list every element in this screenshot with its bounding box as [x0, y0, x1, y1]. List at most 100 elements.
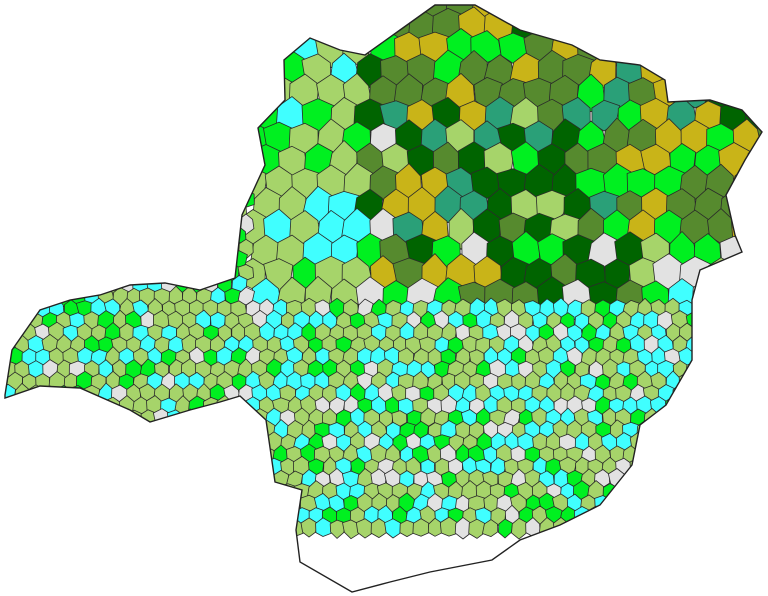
municipality[interactable]	[69, 261, 87, 284]
municipality[interactable]	[41, 67, 59, 88]
municipality[interactable]	[685, 361, 703, 381]
municipality[interactable]	[1, 457, 16, 477]
municipality[interactable]	[719, 54, 749, 87]
municipality[interactable]	[146, 519, 164, 539]
municipality[interactable]	[20, 56, 38, 76]
municipality[interactable]	[692, 444, 710, 467]
municipality[interactable]	[42, 480, 58, 501]
municipality[interactable]	[652, 517, 668, 539]
municipality[interactable]	[41, 287, 59, 308]
municipality[interactable]	[289, 0, 319, 19]
municipality[interactable]	[748, 348, 765, 367]
municipality[interactable]	[161, 419, 178, 440]
municipality[interactable]	[217, 126, 234, 149]
municipality[interactable]	[657, 481, 675, 501]
municipality[interactable]	[747, 397, 765, 416]
municipality[interactable]	[27, 68, 45, 88]
municipality[interactable]	[756, 122, 768, 158]
municipality[interactable]	[112, 42, 128, 64]
municipality[interactable]	[743, 431, 759, 454]
municipality[interactable]	[20, 200, 38, 222]
municipality[interactable]	[62, 32, 78, 51]
municipality[interactable]	[119, 32, 136, 50]
municipality[interactable]	[160, 518, 178, 539]
municipality[interactable]	[728, 505, 745, 525]
municipality[interactable]	[720, 492, 737, 514]
municipality[interactable]	[664, 420, 682, 442]
municipality[interactable]	[97, 238, 115, 260]
municipality[interactable]	[713, 480, 731, 503]
municipality[interactable]	[272, 495, 289, 513]
municipality[interactable]	[672, 407, 690, 429]
municipality[interactable]	[720, 323, 739, 345]
municipality[interactable]	[111, 0, 129, 14]
municipality[interactable]	[181, 165, 199, 186]
municipality[interactable]	[12, 214, 31, 234]
municipality[interactable]	[104, 518, 122, 539]
municipality[interactable]	[13, 456, 31, 479]
municipality[interactable]	[84, 260, 100, 282]
municipality[interactable]	[168, 262, 185, 281]
municipality[interactable]	[238, 0, 269, 22]
municipality[interactable]	[174, 0, 190, 1]
municipality[interactable]	[125, 434, 143, 455]
municipality[interactable]	[174, 468, 193, 490]
municipality[interactable]	[42, 19, 59, 38]
municipality[interactable]	[181, 433, 198, 454]
municipality[interactable]	[174, 421, 192, 442]
municipality[interactable]	[730, 72, 762, 111]
municipality[interactable]	[173, 178, 192, 199]
municipality[interactable]	[208, 140, 227, 162]
municipality[interactable]	[105, 5, 122, 28]
municipality[interactable]	[20, 469, 39, 489]
municipality[interactable]	[154, 507, 171, 527]
municipality[interactable]	[83, 18, 101, 39]
municipality[interactable]	[209, 68, 227, 89]
municipality[interactable]	[133, 79, 150, 99]
municipality[interactable]	[84, 66, 101, 89]
municipality[interactable]	[35, 128, 51, 150]
municipality[interactable]	[145, 56, 163, 75]
municipality[interactable]	[34, 275, 51, 293]
municipality[interactable]	[54, 458, 72, 477]
municipality[interactable]	[160, 177, 177, 196]
municipality[interactable]	[210, 215, 227, 234]
municipality[interactable]	[153, 90, 171, 112]
municipality[interactable]	[743, 188, 768, 226]
municipality[interactable]	[98, 90, 115, 111]
municipality[interactable]	[721, 297, 738, 321]
municipality[interactable]	[50, 30, 66, 52]
municipality[interactable]	[181, 481, 199, 502]
municipality[interactable]	[743, 410, 759, 430]
municipality[interactable]	[6, 518, 24, 539]
municipality[interactable]	[742, 336, 759, 357]
municipality[interactable]	[243, 446, 261, 465]
municipality[interactable]	[0, 261, 17, 282]
municipality[interactable]	[34, 152, 52, 173]
municipality[interactable]	[195, 263, 213, 281]
municipality[interactable]	[636, 445, 654, 467]
municipality[interactable]	[104, 225, 122, 246]
municipality[interactable]	[0, 309, 16, 330]
municipality[interactable]	[734, 421, 752, 440]
municipality[interactable]	[0, 444, 9, 465]
municipality[interactable]	[742, 505, 759, 525]
municipality[interactable]	[126, 140, 143, 160]
municipality[interactable]	[706, 494, 724, 515]
municipality[interactable]	[27, 506, 45, 525]
municipality[interactable]	[764, 423, 768, 441]
municipality[interactable]	[70, 91, 85, 113]
municipality[interactable]	[653, 30, 686, 63]
municipality[interactable]	[223, 213, 242, 234]
municipality[interactable]	[728, 432, 743, 453]
municipality[interactable]	[19, 516, 38, 540]
municipality[interactable]	[167, 480, 184, 504]
municipality[interactable]	[174, 102, 191, 125]
municipality[interactable]	[168, 455, 186, 477]
municipality[interactable]	[643, 458, 661, 479]
municipality[interactable]	[194, 506, 213, 526]
municipality[interactable]	[0, 0, 1, 14]
municipality[interactable]	[28, 44, 45, 63]
municipality[interactable]	[761, 517, 768, 539]
municipality[interactable]	[97, 164, 115, 186]
